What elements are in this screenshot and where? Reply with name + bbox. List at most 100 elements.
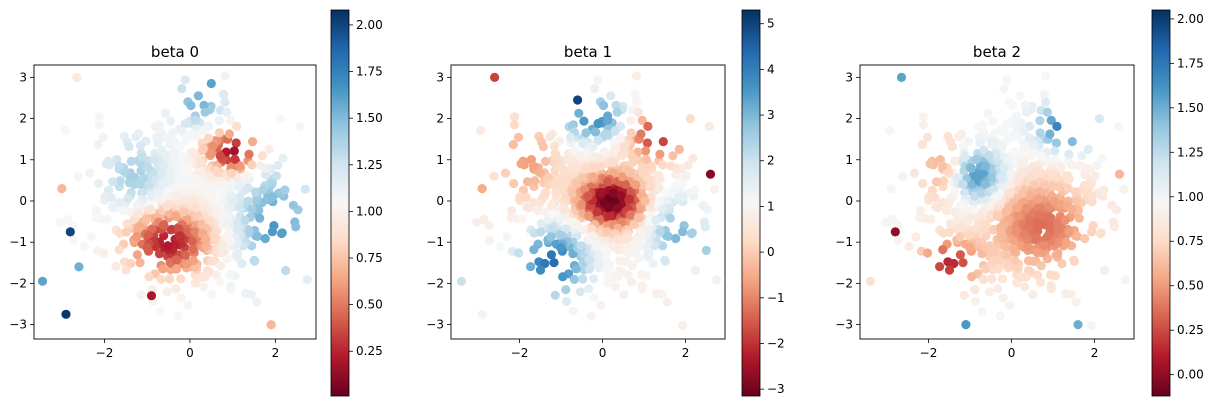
scatter-point	[885, 125, 895, 136]
scatter-point	[164, 138, 175, 148]
scatter-point	[569, 274, 580, 284]
subplot-0: beta 0 −2 0 2 −3 −2 −1 0 1 2 3 0.25 0.50 0.75 1.00 1.25…	[9, 9, 383, 397]
scatter-point	[1021, 203, 1031, 213]
subplot-title: beta 1	[564, 43, 612, 61]
scatter-point	[565, 132, 575, 142]
scatter-point	[603, 115, 613, 125]
scatter-point	[918, 120, 929, 130]
scatter-point	[985, 241, 995, 251]
scatter-point	[131, 132, 141, 142]
scatter-point	[1002, 118, 1012, 129]
scatter-point	[946, 194, 956, 204]
scatter-point	[1063, 183, 1073, 193]
scatter-point	[685, 114, 696, 124]
scatter-point	[662, 297, 672, 307]
y-tick-label: −2	[835, 276, 853, 290]
scatter-point	[234, 182, 244, 192]
scatter-point	[980, 264, 990, 274]
scatter-point	[540, 156, 551, 166]
subplot-title: beta 2	[973, 43, 1021, 61]
scatter-point	[606, 91, 616, 101]
scatter-point	[579, 225, 589, 235]
scatter-point	[573, 95, 583, 105]
scatter-point	[181, 250, 191, 260]
scatter-point	[476, 125, 486, 136]
scatter-point	[247, 204, 257, 214]
scatter-point	[1072, 231, 1082, 241]
colorbar-tick-label: 1.00	[356, 204, 383, 218]
scatter-point	[701, 245, 711, 255]
scatter-point	[1074, 213, 1084, 223]
scatter-point	[593, 135, 603, 146]
scatter-point	[561, 285, 571, 295]
scatter-point	[144, 272, 154, 282]
scatter-point	[94, 112, 104, 122]
scatter-point	[616, 191, 626, 201]
scatter-point	[560, 205, 570, 215]
scatter-point	[1005, 188, 1015, 198]
scatter-point	[1017, 158, 1027, 168]
scatter-point	[175, 142, 185, 152]
scatter-point	[200, 107, 210, 117]
scatter-point	[224, 129, 234, 139]
scatter-point	[923, 248, 933, 258]
scatter-point	[1070, 187, 1080, 197]
scatter-point	[190, 115, 200, 125]
scatter-point	[107, 202, 117, 212]
scatter-point	[627, 151, 637, 161]
scatter-point	[578, 274, 588, 284]
scatter-point	[210, 232, 220, 243]
colorbar-tick-label: 1.00	[1177, 190, 1204, 204]
scatter-point	[189, 129, 199, 139]
scatter-point	[188, 244, 198, 254]
scatter-point	[233, 224, 243, 234]
scatter-point	[255, 213, 265, 223]
scatter-point	[610, 126, 621, 136]
scatter-point	[603, 278, 613, 288]
scatter-point	[165, 173, 176, 183]
scatter-point	[1035, 210, 1045, 220]
scatter-point	[617, 172, 628, 182]
x-tick-label: −2	[511, 346, 529, 360]
axes-frame	[33, 64, 317, 340]
scatter-point	[687, 228, 697, 238]
scatter-point	[180, 135, 190, 146]
scatter-point	[190, 278, 200, 288]
scatter-point	[944, 227, 955, 237]
scatter-point	[277, 228, 287, 238]
scatter-point	[1025, 191, 1035, 201]
y-tick-label: 1	[19, 153, 27, 167]
scatter-point	[204, 191, 214, 201]
scatter-point	[155, 306, 165, 316]
scatter-point	[226, 281, 236, 291]
scatter-point	[132, 232, 142, 242]
scatter-point	[681, 171, 692, 181]
scatter-point	[1062, 171, 1072, 181]
scatter-point	[654, 183, 664, 193]
scatter-point	[198, 144, 208, 154]
scatter-point	[596, 300, 606, 310]
scatter-point	[291, 222, 301, 232]
scatter-point	[641, 154, 651, 164]
y-tick-label: −1	[835, 235, 853, 249]
scatter-point	[495, 241, 505, 251]
scatter-point	[146, 205, 157, 215]
scatter-point	[661, 187, 672, 197]
scatter-point	[641, 146, 651, 156]
scatter-point	[988, 116, 998, 126]
scatter-point	[300, 184, 310, 194]
scatter-point	[658, 160, 668, 170]
scatter-point	[710, 184, 720, 194]
scatter-points	[37, 71, 312, 331]
axes-frame	[450, 64, 726, 340]
scatter-point	[267, 192, 278, 202]
scatter-point	[288, 200, 298, 210]
scatter-point	[954, 132, 964, 142]
y-tick-label: −3	[9, 318, 27, 332]
scatter-point	[1020, 100, 1030, 110]
scatter-point	[1049, 196, 1059, 206]
scatter-point	[633, 254, 644, 264]
scatter-point	[170, 211, 181, 221]
scatter-point	[147, 191, 157, 201]
scatter-point	[124, 142, 134, 152]
